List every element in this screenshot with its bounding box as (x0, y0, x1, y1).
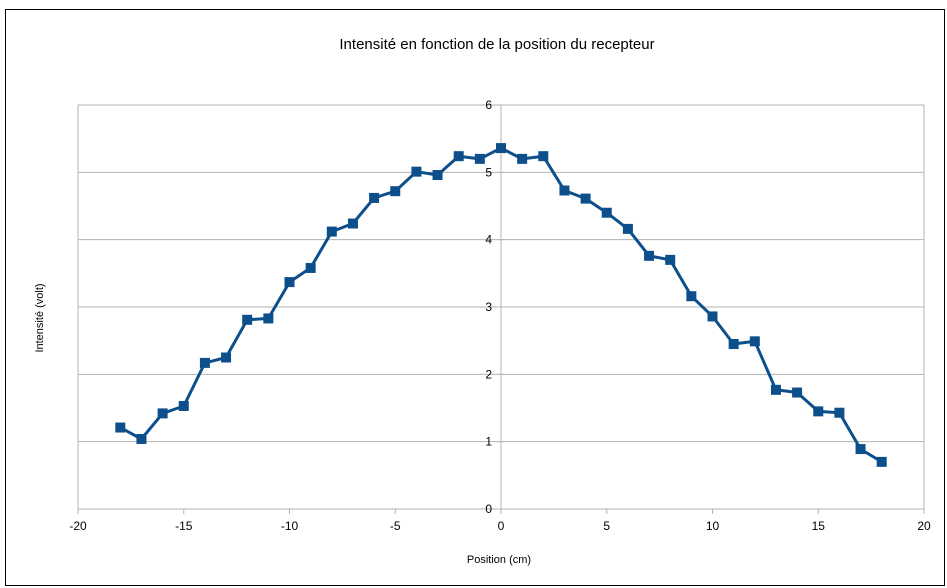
data-point-0-10 (326, 226, 337, 237)
data-point-0-5 (221, 352, 232, 363)
data-point-0-23 (601, 207, 612, 218)
data-point-0-27 (686, 291, 697, 302)
x-tick-label-1: -15 (175, 519, 193, 533)
data-point-0-28 (707, 311, 718, 322)
y-tick-label-1: 1 (485, 435, 492, 449)
y-tick-label-4: 4 (485, 233, 492, 247)
x-tick-label-4: 0 (498, 519, 505, 533)
y-axis-label: Intensité (volt) (34, 283, 46, 352)
y-tick-labels: 0 1 2 3 4 5 6 (485, 98, 492, 516)
data-point-0-9 (305, 262, 316, 273)
data-point-0-26 (665, 254, 676, 265)
x-tick-label-3: -5 (390, 519, 401, 533)
data-point-0-36 (876, 456, 887, 467)
series-group (115, 143, 887, 467)
x-tick-labels: -20 -15 -10 -5 0 5 10 15 20 (69, 519, 931, 533)
y-tick-label-3: 3 (485, 300, 492, 314)
data-point-0-11 (347, 218, 358, 229)
data-point-0-34 (834, 407, 845, 418)
data-point-0-3 (178, 400, 189, 411)
data-point-0-30 (749, 336, 760, 347)
x-tick-label-6: 10 (706, 519, 720, 533)
data-point-0-19 (517, 153, 528, 164)
chart-title: Intensité en fonction de la position du … (339, 36, 654, 53)
y-tick-label-5: 5 (485, 165, 492, 179)
data-point-0-33 (813, 406, 824, 417)
data-point-0-1 (136, 433, 147, 444)
data-point-0-4 (199, 357, 210, 368)
data-point-0-22 (580, 193, 591, 204)
data-point-0-15 (432, 170, 443, 181)
data-point-0-0 (115, 422, 126, 433)
data-point-0-6 (242, 314, 253, 325)
x-tick-label-2: -10 (281, 519, 299, 533)
data-point-0-24 (622, 223, 633, 234)
data-point-0-35 (855, 444, 866, 455)
data-point-0-20 (538, 151, 549, 162)
y-tick-label-6: 6 (485, 98, 492, 112)
data-point-0-13 (390, 186, 401, 197)
data-point-0-12 (369, 192, 380, 203)
y-tick-label-2: 2 (485, 367, 492, 381)
x-tick-label-8: 20 (917, 519, 931, 533)
x-axis-label: Position (cm) (467, 554, 531, 566)
data-point-0-7 (263, 313, 274, 324)
x-tick-label-7: 15 (812, 519, 826, 533)
data-point-0-8 (284, 277, 295, 288)
data-point-0-21 (559, 185, 570, 196)
data-point-0-25 (644, 250, 655, 261)
data-point-0-32 (792, 387, 803, 398)
data-point-0-29 (728, 339, 739, 350)
data-point-0-31 (770, 384, 781, 395)
data-point-0-14 (411, 166, 422, 177)
axes (77, 104, 925, 514)
x-tick-label-0: -20 (69, 519, 87, 533)
y-tick-label-0: 0 (485, 502, 492, 516)
data-point-0-2 (157, 408, 168, 419)
data-point-0-18 (496, 143, 506, 154)
data-point-0-16 (453, 151, 464, 162)
x-tick-label-5: 5 (603, 519, 610, 533)
data-point-0-17 (474, 153, 485, 164)
